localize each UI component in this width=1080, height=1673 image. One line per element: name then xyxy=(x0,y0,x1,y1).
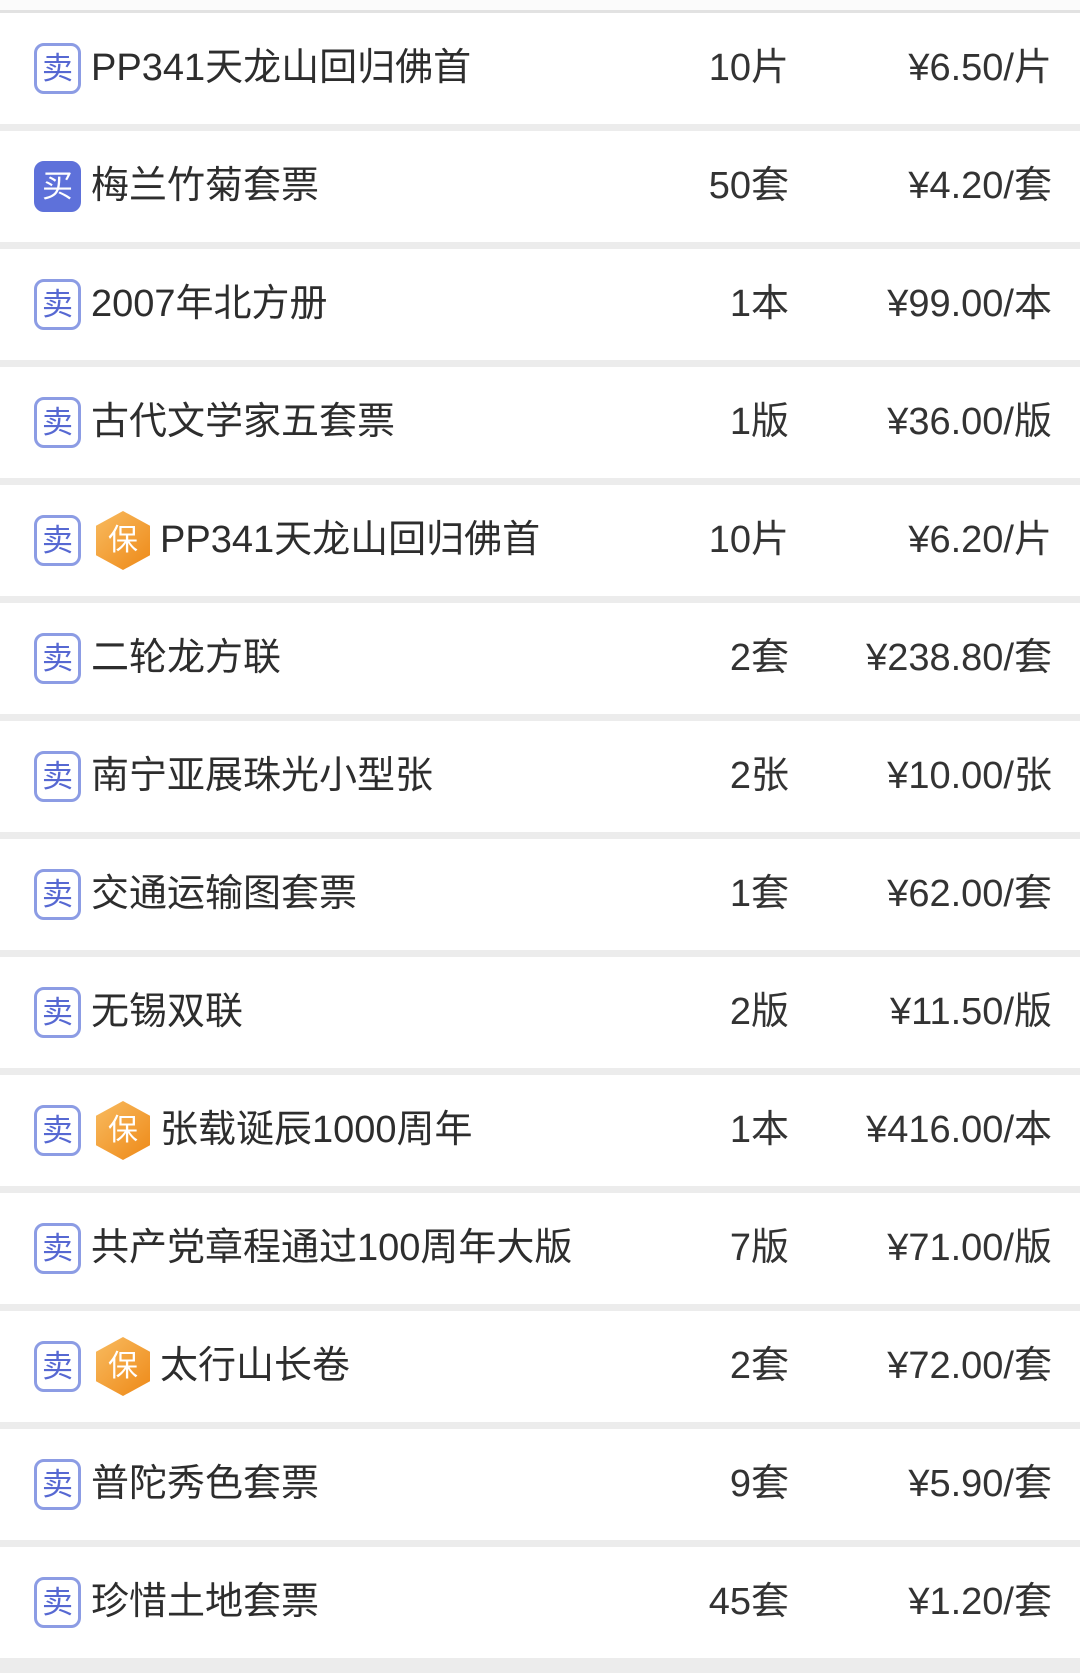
unit-price: ¥6.50/片 xyxy=(908,46,1052,89)
item-name: PP341天龙山回归佛首 xyxy=(91,46,472,89)
quantity: 10片 xyxy=(708,518,789,561)
sell-badge: 卖 xyxy=(34,279,81,330)
item-name: 南宁亚展珠光小型张 xyxy=(91,754,434,797)
guarantee-icon: 保 xyxy=(96,511,150,570)
unit-price: ¥416.00/本 xyxy=(866,1108,1052,1151)
listing-row[interactable]: 卖 珍惜土地套票 45套 ¥1.20/套 xyxy=(0,1547,1080,1658)
sell-badge: 卖 xyxy=(34,515,81,566)
item-name: 共产党章程通过100周年大版 xyxy=(91,1226,573,1269)
listing-row[interactable]: 卖 古代文学家五套票 1版 ¥36.00/版 xyxy=(0,367,1080,478)
sell-badge: 卖 xyxy=(34,1577,81,1628)
quantity: 9套 xyxy=(729,1462,789,1505)
listing-row[interactable]: 买 梅兰竹菊套票 50套 ¥4.20/套 xyxy=(0,131,1080,242)
listing-row[interactable]: 卖 PP341天龙山回归佛首 10片 ¥6.50/片 xyxy=(0,13,1080,124)
unit-price: ¥6.20/片 xyxy=(908,518,1052,561)
unit-price: ¥238.80/套 xyxy=(866,636,1052,679)
sell-badge: 卖 xyxy=(34,987,81,1038)
listing-row[interactable]: 卖 无锡双联 2版 ¥11.50/版 xyxy=(0,957,1080,1068)
quantity: 45套 xyxy=(708,1580,789,1623)
unit-price: ¥36.00/版 xyxy=(887,400,1052,443)
quantity: 1本 xyxy=(729,1108,789,1151)
listing-row[interactable]: 卖 二轮龙方联 2套 ¥238.80/套 xyxy=(0,603,1080,714)
item-name: 张载诞辰1000周年 xyxy=(160,1108,473,1151)
listing-row[interactable]: 卖 2007年北方册 1本 ¥99.00/本 xyxy=(0,249,1080,360)
sell-badge: 卖 xyxy=(34,397,81,448)
sell-badge: 卖 xyxy=(34,751,81,802)
item-name: 2007年北方册 xyxy=(91,282,328,325)
listing-row[interactable]: 卖 保 太行山长卷 2套 ¥72.00/套 xyxy=(0,1311,1080,1422)
sell-badge: 卖 xyxy=(34,869,81,920)
sell-badge: 卖 xyxy=(34,1341,81,1392)
quantity: 7版 xyxy=(729,1226,789,1269)
item-name: 珍惜土地套票 xyxy=(91,1580,320,1623)
listing-list: 卖 PP341天龙山回归佛首 10片 ¥6.50/片 买 梅兰竹菊套票 50套 … xyxy=(0,13,1080,1658)
unit-price: ¥1.20/套 xyxy=(908,1580,1052,1623)
quantity: 2套 xyxy=(729,636,789,679)
listing-row[interactable]: 卖 南宁亚展珠光小型张 2张 ¥10.00/张 xyxy=(0,721,1080,832)
sell-badge: 卖 xyxy=(34,43,81,94)
quantity: 2版 xyxy=(729,990,789,1033)
quantity: 10片 xyxy=(708,46,789,89)
quantity: 1版 xyxy=(729,400,789,443)
unit-price: ¥72.00/套 xyxy=(887,1344,1052,1387)
item-name: 普陀秀色套票 xyxy=(91,1462,320,1505)
item-name: 无锡双联 xyxy=(91,990,244,1033)
listing-row[interactable]: 卖 保 张载诞辰1000周年 1本 ¥416.00/本 xyxy=(0,1075,1080,1186)
quantity: 2张 xyxy=(729,754,789,797)
sell-badge: 卖 xyxy=(34,1105,81,1156)
unit-price: ¥5.90/套 xyxy=(908,1462,1052,1505)
sell-badge: 卖 xyxy=(34,1459,81,1510)
listing-row[interactable]: 卖 共产党章程通过100周年大版 7版 ¥71.00/版 xyxy=(0,1193,1080,1304)
item-name: PP341天龙山回归佛首 xyxy=(160,518,541,561)
unit-price: ¥4.20/套 xyxy=(908,164,1052,207)
unit-price: ¥62.00/套 xyxy=(887,872,1052,915)
item-name: 二轮龙方联 xyxy=(91,636,282,679)
guarantee-icon: 保 xyxy=(96,1101,150,1160)
listing-row[interactable]: 卖 保 PP341天龙山回归佛首 10片 ¥6.20/片 xyxy=(0,485,1080,596)
listing-row[interactable]: 卖 普陀秀色套票 9套 ¥5.90/套 xyxy=(0,1429,1080,1540)
top-divider xyxy=(0,0,1080,13)
buy-badge: 买 xyxy=(34,161,81,212)
guarantee-icon: 保 xyxy=(96,1337,150,1396)
unit-price: ¥10.00/张 xyxy=(887,754,1052,797)
quantity: 1本 xyxy=(729,282,789,325)
unit-price: ¥99.00/本 xyxy=(887,282,1052,325)
sell-badge: 卖 xyxy=(34,633,81,684)
quantity: 2套 xyxy=(729,1344,789,1387)
quantity: 50套 xyxy=(708,164,789,207)
unit-price: ¥71.00/版 xyxy=(887,1226,1052,1269)
quantity: 1套 xyxy=(729,872,789,915)
unit-price: ¥11.50/版 xyxy=(890,990,1052,1033)
item-name: 古代文学家五套票 xyxy=(91,400,396,443)
item-name: 太行山长卷 xyxy=(160,1344,351,1387)
listing-row[interactable]: 卖 交通运输图套票 1套 ¥62.00/套 xyxy=(0,839,1080,950)
sell-badge: 卖 xyxy=(34,1223,81,1274)
item-name: 交通运输图套票 xyxy=(91,872,358,915)
item-name: 梅兰竹菊套票 xyxy=(91,164,320,207)
